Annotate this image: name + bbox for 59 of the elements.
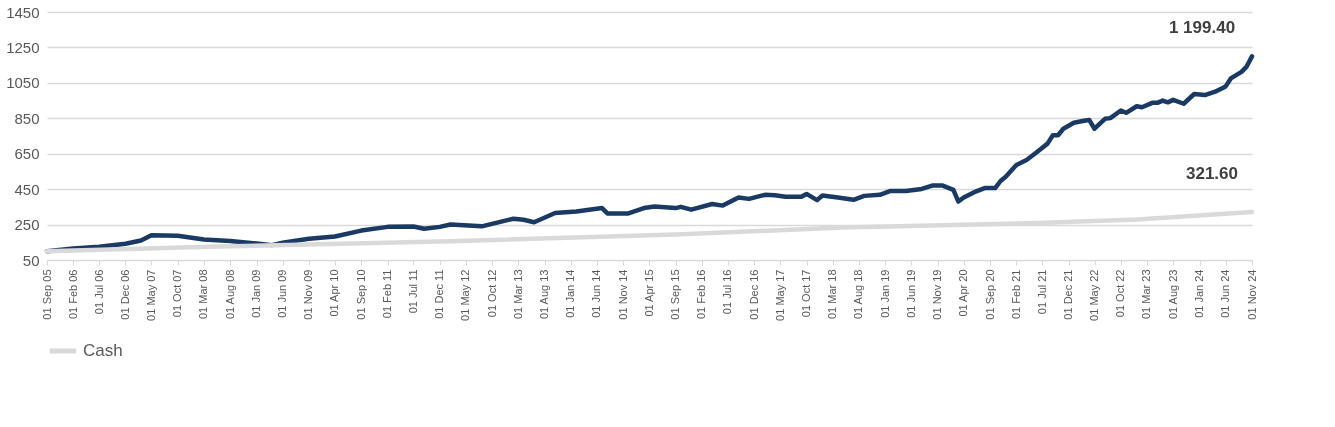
x-tick-label: 01 May 12 <box>459 269 472 321</box>
x-tick-label: 01 Nov 19 <box>931 269 944 320</box>
x-tick-label: 01 Sep 20 <box>983 269 996 320</box>
x-tick-label: 01 Oct 17 <box>800 269 813 318</box>
x-tick-label: 01 Dec 11 <box>433 269 446 319</box>
x-tick-label: 01 Nov 14 <box>616 269 629 320</box>
x-tick-label: 01 Nov 09 <box>302 269 315 320</box>
x-tick-label: 01 Jun 24 <box>1219 269 1232 318</box>
y-tick-label: 450 <box>14 180 40 198</box>
line-series <box>44 209 1255 254</box>
x-tick-label: 01 Feb 16 <box>695 269 708 320</box>
x-tick-label: 01 Mar 23 <box>1140 269 1153 320</box>
annotation: 1 199.40 <box>1168 18 1236 38</box>
x-tick-label: 01 Sep 05 <box>40 269 53 320</box>
x-tick-label: 01 Jul 16 <box>721 269 734 315</box>
x-tick-label: 01 Oct 22 <box>1114 269 1127 318</box>
x-tick-label: 01 Apr 20 <box>957 269 970 317</box>
x-tick-label: 01 Jun 14 <box>590 269 603 318</box>
x-tick-label: 01 Jun 19 <box>904 269 917 318</box>
x-tick-label: 01 Mar 13 <box>511 269 524 320</box>
y-tick-label: 1050 <box>6 74 40 92</box>
x-tick-label: 01 Aug 18 <box>852 269 865 320</box>
annotation: 321.60 <box>1186 163 1238 183</box>
x-tick-label: 01 Jan 19 <box>878 269 891 318</box>
x-tick-label: 01 Sep 15 <box>669 269 682 320</box>
x-tick-label: 01 May 07 <box>144 269 157 321</box>
x-tick-label: 01 Apr 10 <box>328 269 341 317</box>
x-tick-label: 01 Feb 06 <box>66 269 79 320</box>
x-tick-label: 01 May 17 <box>773 269 786 321</box>
x-tick-label: 01 Aug 08 <box>223 269 236 320</box>
x-tick-label: 01 Dec 16 <box>747 269 760 320</box>
x-tick-label: 01 Mar 08 <box>197 269 210 320</box>
x-tick-label: 01 Mar 18 <box>826 269 839 320</box>
x-tick-label: 01 Jan 24 <box>1193 269 1205 318</box>
x-tick-label: 01 Dec 06 <box>118 269 131 320</box>
x-tick-label: 01 Jul 21 <box>1035 269 1048 315</box>
x-tick-label: 01 Aug 13 <box>538 269 551 320</box>
legend-label: Cash <box>83 341 123 360</box>
x-tick-label: 01 Feb 21 <box>1009 269 1022 320</box>
y-tick-label: 50 <box>22 251 40 269</box>
x-tick-label: 01 Oct 07 <box>171 269 184 318</box>
x-tick-label: 01 Feb 11 <box>381 269 394 319</box>
x-tick-label: 01 Oct 12 <box>485 269 498 318</box>
y-tick-label: 1450 <box>6 3 40 21</box>
y-tick-label: 850 <box>14 109 40 127</box>
x-tick-label: 01 Jul 06 <box>92 269 105 315</box>
x-tick-label: 01 Jan 14 <box>564 269 577 318</box>
y-tick-label: 1250 <box>6 38 40 56</box>
x-tick-label: 01 Apr 15 <box>642 269 655 317</box>
x-tick-label: 01 Aug 23 <box>1166 269 1179 320</box>
y-tick-label: 250 <box>14 216 40 234</box>
x-tick-label: 01 Jun 09 <box>276 269 289 318</box>
x-tick-label: 01 Dec 21 <box>1062 269 1075 320</box>
x-tick-label: 01 May 22 <box>1088 269 1101 321</box>
x-tick-label: 01 Sep 10 <box>354 269 367 320</box>
x-tick-label: 01 Jan 09 <box>250 269 263 318</box>
x-tick-label: 01 Nov 24 <box>1245 269 1258 320</box>
x-tick-label: 01 Jul 11 <box>406 269 419 314</box>
y-tick-label: 650 <box>14 145 40 163</box>
